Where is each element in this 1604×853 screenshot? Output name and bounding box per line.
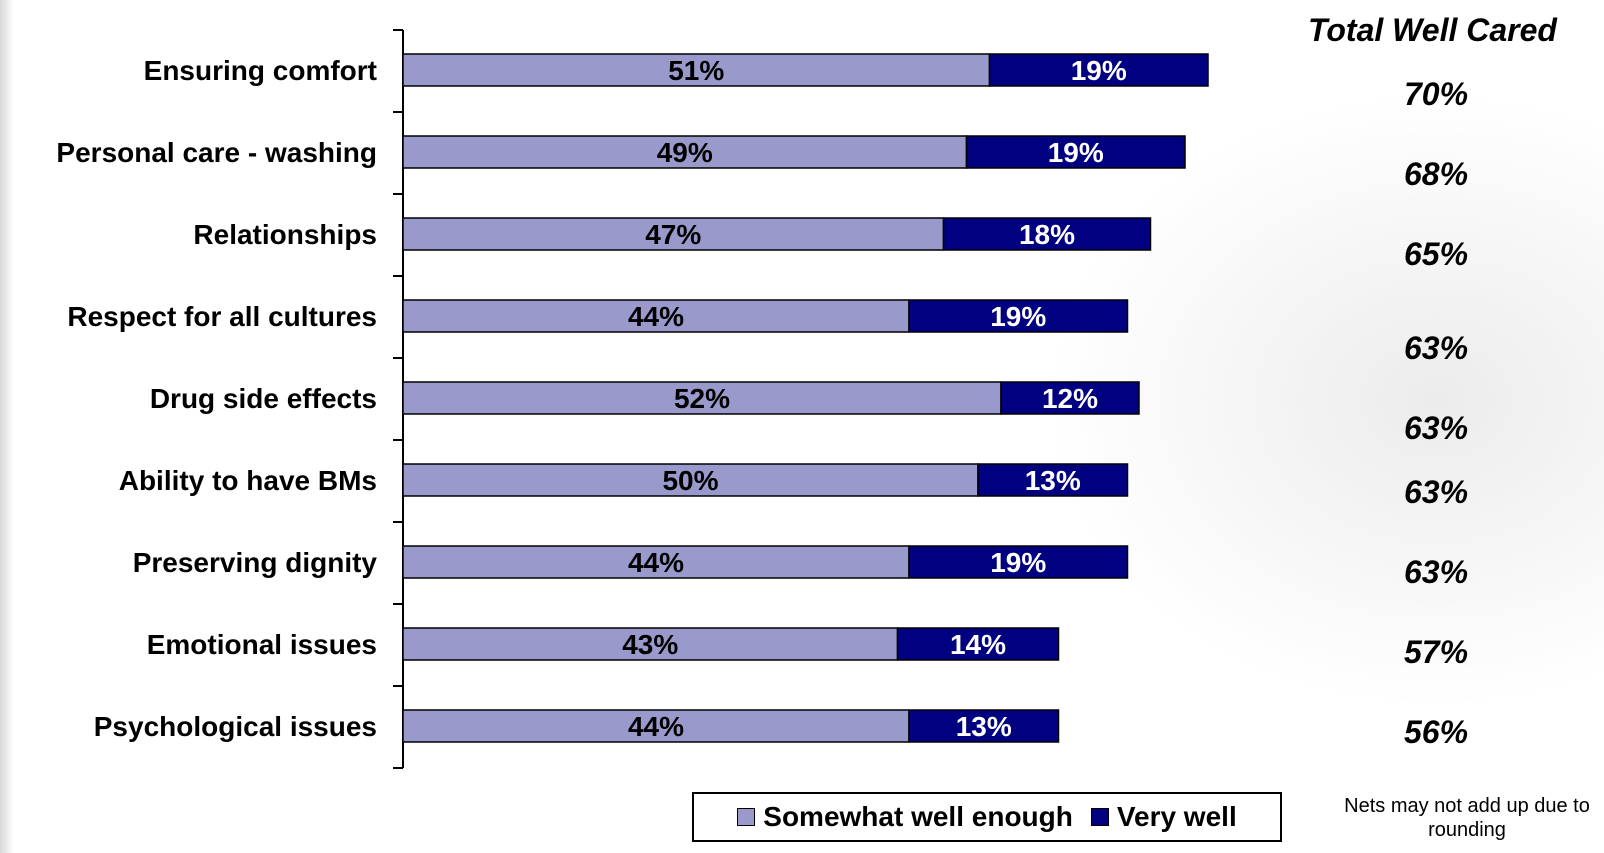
- total-value: 70%: [1404, 76, 1469, 112]
- data-label: 44%: [628, 547, 684, 578]
- total-value: 63%: [1404, 410, 1469, 446]
- data-label: 43%: [622, 629, 678, 660]
- data-label: 49%: [657, 137, 713, 168]
- legend-swatch-very: [1090, 808, 1109, 826]
- legend-label-somewhat: Somewhat well enough: [763, 801, 1073, 832]
- total-value: 57%: [1404, 634, 1469, 670]
- legend: Somewhat well enough Very well: [692, 792, 1282, 842]
- category-label: Respect for all cultures: [67, 301, 377, 332]
- bar-segment: [896, 627, 1060, 661]
- category-label: Ability to have BMs: [119, 465, 377, 496]
- totals-title: Total Well Cared: [1308, 12, 1557, 48]
- data-label: 52%: [674, 383, 730, 414]
- bar-segment: [908, 299, 1129, 333]
- total-value: 63%: [1404, 474, 1469, 510]
- category-label: Personal care - washing: [56, 137, 377, 168]
- bar-segment: [402, 299, 910, 333]
- data-label: 12%: [1042, 383, 1098, 414]
- total-value: 63%: [1404, 554, 1469, 590]
- legend-swatch-somewhat: [737, 808, 756, 826]
- data-label: 19%: [1048, 137, 1104, 168]
- category-label: Ensuring comfort: [144, 55, 377, 86]
- background-shade: [0, 0, 14, 853]
- total-value: 63%: [1404, 330, 1469, 366]
- data-label: 18%: [1019, 219, 1075, 250]
- bar-segment: [942, 217, 1152, 251]
- total-value: 68%: [1404, 156, 1469, 192]
- data-label: 44%: [628, 711, 684, 742]
- data-label: 13%: [1025, 465, 1081, 496]
- data-label: 19%: [1071, 55, 1127, 86]
- bar-segment: [908, 545, 1129, 579]
- data-label: 51%: [668, 55, 724, 86]
- legend-item-somewhat: Somewhat well enough: [737, 801, 1073, 833]
- data-label: 19%: [990, 547, 1046, 578]
- bar-segment: [965, 135, 1186, 169]
- bar-segment: [988, 53, 1209, 87]
- bar-segment: [908, 709, 1060, 743]
- data-label: 19%: [990, 301, 1046, 332]
- data-label: 50%: [662, 465, 718, 496]
- bar-segment: [402, 135, 968, 169]
- legend-label-very: Very well: [1116, 801, 1237, 832]
- bar-segment: [402, 709, 910, 743]
- rounding-note: Nets may not add up due to rounding: [1344, 795, 1590, 841]
- category-label: Relationships: [193, 219, 377, 250]
- bar-segment: [977, 463, 1129, 497]
- bar-segment: [402, 627, 899, 661]
- data-label: 14%: [950, 629, 1006, 660]
- bar-segment: [402, 463, 979, 497]
- bar-segment: [402, 53, 991, 87]
- data-label: 47%: [645, 219, 701, 250]
- legend-item-very: Very well: [1090, 801, 1237, 833]
- total-value: 65%: [1404, 236, 1469, 272]
- category-label: Preserving dignity: [133, 547, 378, 578]
- category-label: Psychological issues: [94, 711, 377, 742]
- total-value: 56%: [1404, 714, 1469, 750]
- data-label: 13%: [956, 711, 1012, 742]
- category-label: Emotional issues: [147, 629, 377, 660]
- bar-segment: [1000, 381, 1140, 415]
- bar-segment: [402, 381, 1002, 415]
- category-label: Drug side effects: [150, 383, 377, 414]
- data-label: 44%: [628, 301, 684, 332]
